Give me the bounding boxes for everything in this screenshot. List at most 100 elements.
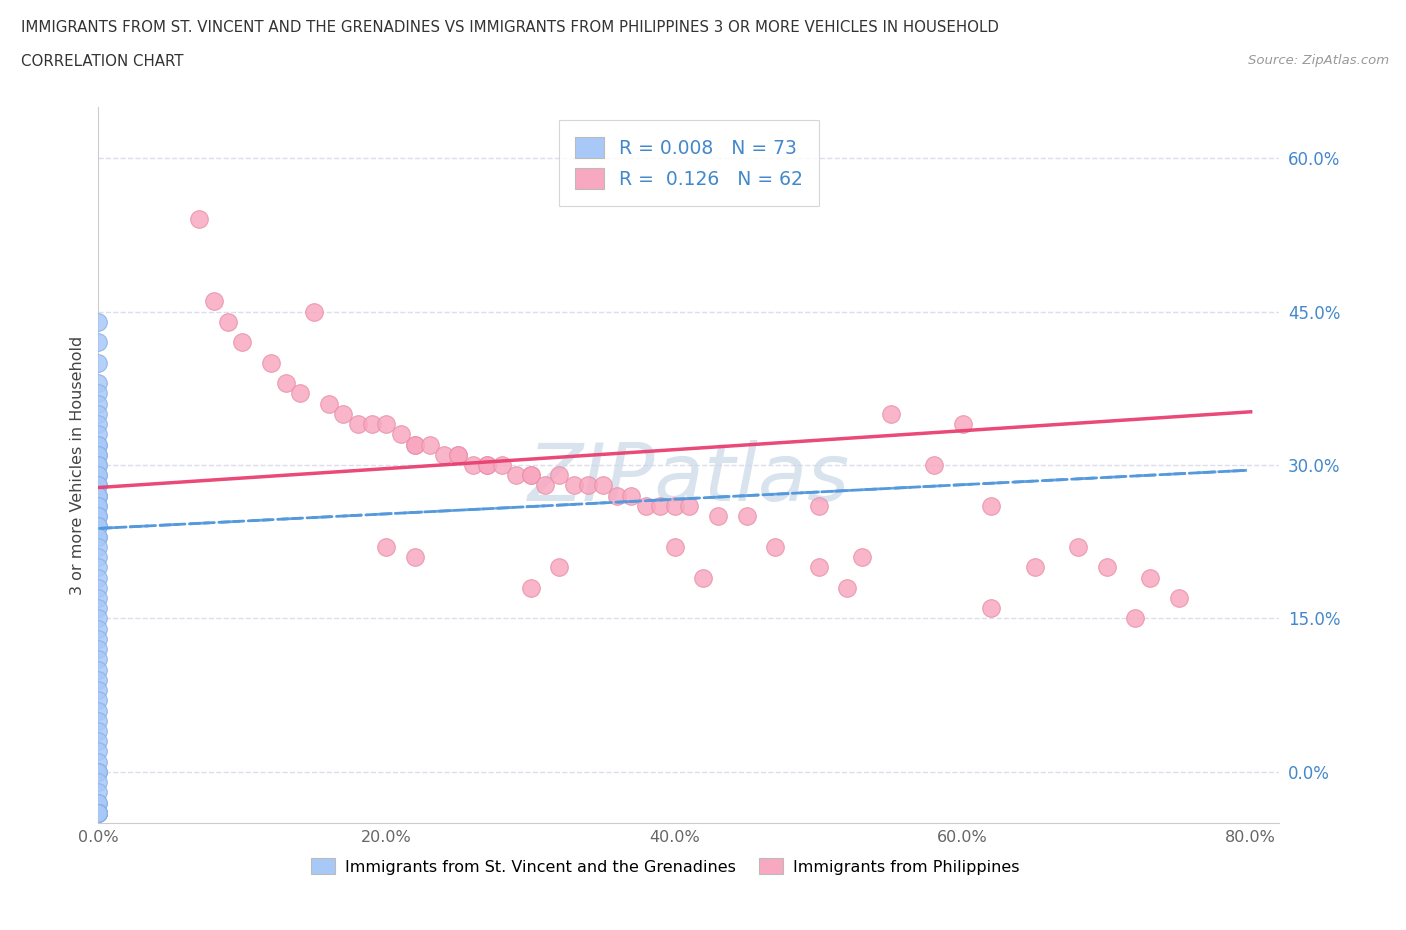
Point	[87, 417, 110, 432]
Point	[477, 458, 499, 472]
Point	[87, 693, 110, 708]
Point	[260, 355, 283, 370]
Point	[87, 631, 110, 646]
Point	[980, 601, 1002, 616]
Y-axis label: 3 or more Vehicles in Household: 3 or more Vehicles in Household	[69, 336, 84, 594]
Point	[807, 498, 830, 513]
Point	[346, 417, 368, 432]
Legend: Immigrants from St. Vincent and the Grenadines, Immigrants from Philippines: Immigrants from St. Vincent and the Gren…	[305, 852, 1026, 881]
Point	[87, 805, 110, 820]
Point	[980, 498, 1002, 513]
Point	[389, 427, 412, 442]
Point	[87, 805, 110, 820]
Point	[87, 478, 110, 493]
Point	[87, 744, 110, 759]
Point	[576, 478, 599, 493]
Point	[87, 468, 110, 483]
Point	[87, 519, 110, 534]
Point	[87, 355, 110, 370]
Point	[87, 447, 110, 462]
Point	[87, 396, 110, 411]
Point	[87, 458, 110, 472]
Point	[837, 580, 859, 595]
Point	[404, 437, 426, 452]
Point	[87, 488, 110, 503]
Point	[87, 335, 110, 350]
Point	[87, 580, 110, 595]
Point	[922, 458, 945, 472]
Point	[592, 478, 614, 493]
Point	[87, 805, 110, 820]
Point	[1167, 591, 1189, 605]
Point	[231, 335, 253, 350]
Point	[851, 550, 873, 565]
Point	[87, 785, 110, 800]
Point	[361, 417, 384, 432]
Point	[1125, 611, 1147, 626]
Point	[404, 437, 426, 452]
Point	[87, 683, 110, 698]
Point	[87, 642, 110, 657]
Point	[491, 458, 513, 472]
Point	[87, 795, 110, 810]
Point	[87, 468, 110, 483]
Point	[87, 529, 110, 544]
Point	[477, 458, 499, 472]
Point	[87, 591, 110, 605]
Point	[87, 805, 110, 820]
Point	[288, 386, 311, 401]
Point	[87, 376, 110, 391]
Point	[87, 724, 110, 738]
Text: CORRELATION CHART: CORRELATION CHART	[21, 54, 184, 69]
Point	[692, 570, 714, 585]
Point	[87, 764, 110, 779]
Point	[447, 447, 470, 462]
Point	[461, 458, 484, 472]
Point	[87, 550, 110, 565]
Point	[87, 795, 110, 810]
Point	[87, 386, 110, 401]
Point	[879, 406, 901, 421]
Point	[87, 805, 110, 820]
Point	[87, 488, 110, 503]
Point	[952, 417, 974, 432]
Point	[534, 478, 557, 493]
Point	[763, 539, 786, 554]
Point	[87, 488, 110, 503]
Point	[87, 805, 110, 820]
Point	[87, 754, 110, 769]
Point	[87, 672, 110, 687]
Point	[87, 427, 110, 442]
Point	[87, 498, 110, 513]
Point	[217, 314, 239, 329]
Point	[519, 580, 541, 595]
Point	[87, 805, 110, 820]
Point	[87, 478, 110, 493]
Point	[87, 437, 110, 452]
Point	[87, 519, 110, 534]
Point	[188, 212, 211, 227]
Point	[87, 498, 110, 513]
Point	[87, 662, 110, 677]
Point	[519, 468, 541, 483]
Point	[419, 437, 441, 452]
Point	[274, 376, 297, 391]
Point	[87, 314, 110, 329]
Point	[678, 498, 700, 513]
Point	[606, 488, 628, 503]
Point	[548, 560, 571, 575]
Point	[304, 304, 326, 319]
Point	[87, 621, 110, 636]
Point	[87, 734, 110, 749]
Point	[87, 764, 110, 779]
Point	[404, 550, 426, 565]
Point	[87, 805, 110, 820]
Point	[318, 396, 340, 411]
Point	[375, 539, 398, 554]
Point	[447, 447, 470, 462]
Point	[620, 488, 643, 503]
Point	[735, 509, 758, 524]
Point	[650, 498, 672, 513]
Point	[87, 611, 110, 626]
Point	[87, 447, 110, 462]
